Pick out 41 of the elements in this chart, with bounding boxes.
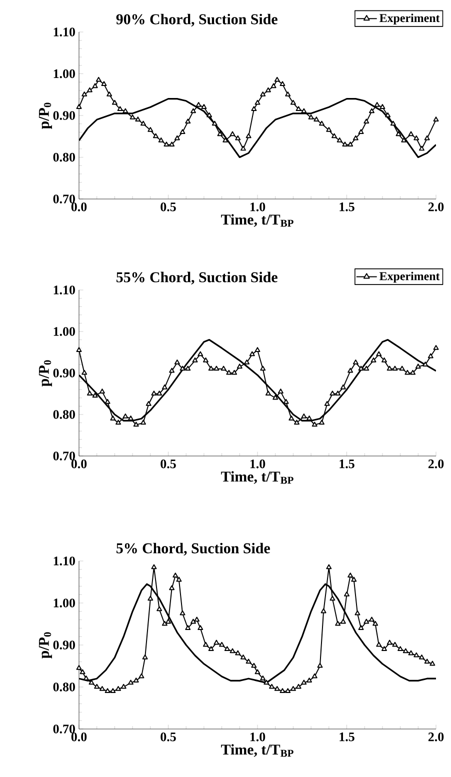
legend-label: Experiment: [380, 272, 440, 283]
y-tick-label: 0.70: [53, 452, 75, 460]
chart-title: 55% Chord, Suction Side: [116, 272, 278, 284]
y-tick-label: 1.10: [54, 28, 75, 36]
x-tick-label: 0.5: [160, 732, 176, 742]
y-tick-label: 0.70: [53, 194, 75, 204]
x-tick-label: 2.0: [428, 202, 444, 212]
chart-title: 5% Chord, Suction Side: [116, 542, 270, 556]
y-axis-title: p/P$_{0}$: [38, 360, 52, 386]
y-tick-label: 1.10: [54, 556, 75, 566]
x-tick-label: 1.0: [250, 202, 266, 212]
y-tick-label: 0.90: [53, 640, 75, 650]
y-tick-label: 0.70: [53, 724, 75, 734]
y-tick-label: 1.00: [54, 69, 75, 78]
x-tick-label: 0.0: [71, 732, 87, 742]
legend-label: Experiment: [380, 14, 440, 25]
x-tick-label: 1.5: [340, 732, 354, 742]
x-tick-label: 1.0: [250, 460, 266, 468]
y-tick-label: 0.80: [53, 152, 75, 162]
x-tick-label: 0.0: [71, 460, 87, 468]
y-tick-label: 0.80: [53, 410, 75, 419]
chart-title: 90% Chord, Suction Side: [116, 14, 278, 26]
x-tick-label: 1.5: [340, 202, 354, 212]
x-tick-label: 1.5: [340, 460, 354, 468]
y-axis-title: p/P$_{0}$: [38, 102, 52, 129]
y-tick-label: 1.10: [54, 286, 75, 294]
x-tick-label: 0.5: [160, 460, 176, 468]
x-tick-label: 0.0: [71, 202, 87, 212]
y-axis-title: p/P$_{0}$: [38, 632, 52, 658]
y-tick-label: 1.00: [54, 598, 75, 608]
y-tick-label: 0.80: [53, 682, 75, 692]
x-tick-label: 2.0: [428, 460, 444, 468]
y-tick-label: 0.90: [53, 111, 75, 120]
x-axis-title: Time, t/T$_{BP}$: [221, 214, 294, 227]
x-axis-title: Time, t/T$_{BP}$: [221, 744, 294, 757]
y-tick-label: 0.90: [53, 368, 75, 378]
x-tick-label: 0.5: [160, 202, 176, 212]
y-tick-label: 1.00: [54, 327, 75, 336]
x-tick-label: 1.0: [250, 732, 266, 742]
x-axis-title: Time, t/T$_{BP}$: [221, 471, 294, 484]
x-tick-label: 2.0: [428, 732, 444, 742]
